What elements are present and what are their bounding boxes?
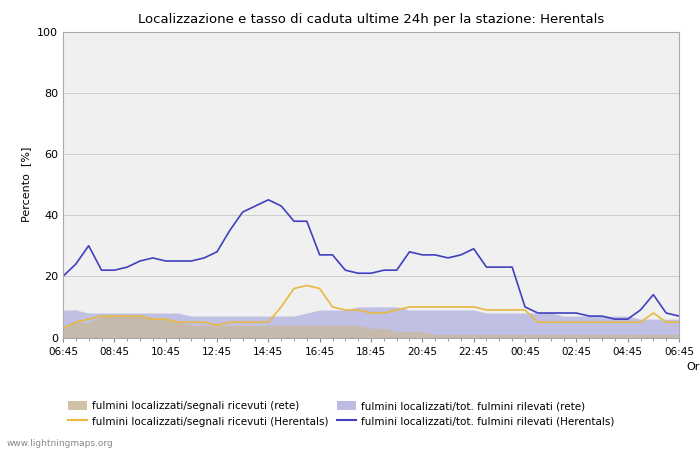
Text: Orario: Orario bbox=[686, 363, 700, 373]
Title: Localizzazione e tasso di caduta ultime 24h per la stazione: Herentals: Localizzazione e tasso di caduta ultime … bbox=[138, 13, 604, 26]
Legend: fulmini localizzati/segnali ricevuti (rete), fulmini localizzati/segnali ricevut: fulmini localizzati/segnali ricevuti (re… bbox=[68, 401, 615, 427]
Text: www.lightningmaps.org: www.lightningmaps.org bbox=[7, 439, 113, 448]
Y-axis label: Percento  [%]: Percento [%] bbox=[22, 147, 32, 222]
